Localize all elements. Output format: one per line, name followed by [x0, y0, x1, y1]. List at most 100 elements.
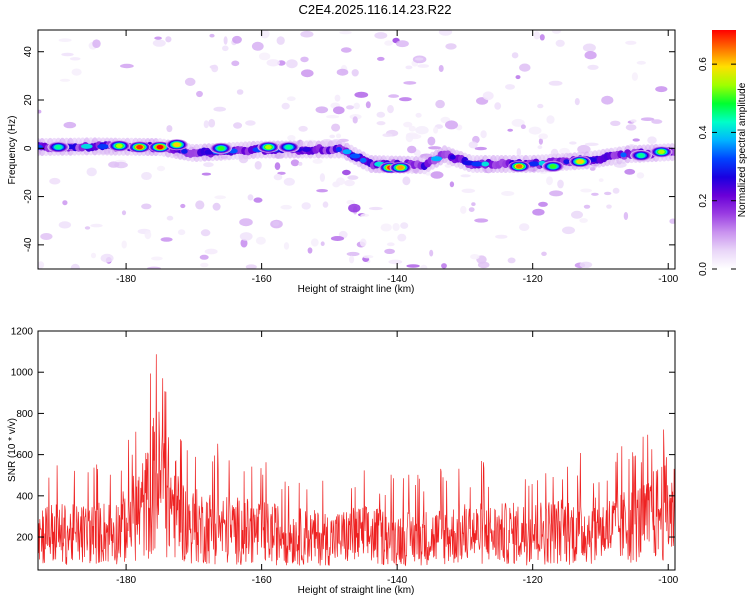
- spectrogram-cell: [223, 36, 228, 45]
- spectrogram-cell: [533, 31, 540, 40]
- spectrogram-cell: [511, 118, 525, 127]
- snr-y-tick-label: 1200: [11, 327, 34, 338]
- spectrogram-hotspot: [265, 145, 272, 150]
- spectrogram-cell: [461, 188, 476, 193]
- spectrogram-cell: [315, 106, 329, 114]
- spectrogram-ridge-bright: [620, 152, 627, 158]
- spectrogram-cell: [199, 254, 209, 260]
- spectrogram-cell: [388, 94, 400, 98]
- spectrogram-cell: [333, 106, 345, 115]
- spectrogram-cell: [300, 56, 309, 63]
- spectrogram-cell: [380, 223, 392, 232]
- colorbar-tick-label: 0.4: [698, 125, 709, 139]
- snr-y-label: SNR (10 * v/v): [7, 418, 18, 482]
- spectrogram-cell: [86, 167, 97, 177]
- spectrogram-cell: [335, 133, 342, 139]
- spectrogram-cell: [368, 206, 383, 211]
- spectrogram-cell: [408, 125, 416, 132]
- spectrogram-x-tick-label: -160: [252, 274, 272, 285]
- spectrogram-cell: [347, 175, 359, 180]
- spectrogram-cell: [154, 36, 162, 40]
- spectrogram-cell: [374, 32, 388, 39]
- spectrogram-hotspot: [173, 142, 181, 147]
- spectrogram-y-tick-label: 20: [23, 94, 34, 106]
- spectrogram-cell: [636, 60, 646, 65]
- spectrogram-cell: [320, 241, 325, 246]
- spectrogram-cell: [427, 136, 436, 146]
- spectrogram-cell: [254, 161, 262, 170]
- spectrogram-cell: [574, 98, 580, 106]
- spectrogram-cell: [322, 201, 329, 208]
- spectrogram-ridge-bright: [430, 156, 443, 162]
- spectrogram-cell: [273, 173, 283, 181]
- spectrogram-cell: [63, 121, 77, 129]
- spectrogram-cell: [272, 220, 280, 227]
- spectrogram-cell: [276, 36, 285, 45]
- spectrogram-cell: [38, 109, 42, 114]
- spectrogram-cell: [166, 215, 174, 221]
- spectrogram-cell: [301, 69, 314, 78]
- spectrogram-cell: [403, 121, 413, 128]
- spectrogram-cell: [405, 133, 414, 143]
- spectrogram-cell: [386, 242, 395, 247]
- spectrogram-ridge-bright: [301, 147, 311, 152]
- spectrogram-cell: [84, 226, 91, 230]
- spectrogram-cell: [548, 80, 563, 86]
- spectrogram-cell: [326, 115, 340, 119]
- snr-y-tick-label: 200: [16, 533, 33, 544]
- spectrogram-cell: [382, 133, 393, 138]
- spectrogram-cell: [636, 172, 645, 179]
- spectrogram-x-label: Height of straight line (km): [298, 284, 415, 295]
- spectrogram-cell: [632, 138, 640, 142]
- spectrogram-cell: [312, 158, 323, 164]
- spectrogram-cell: [236, 89, 244, 95]
- spectrogram-cell: [511, 52, 519, 59]
- spectrogram-cell: [388, 259, 403, 265]
- spectrogram-cell: [571, 210, 583, 219]
- spectrogram-cell: [147, 266, 161, 269]
- spectrogram-hotspot: [576, 159, 584, 164]
- colorbar-tick-label: 0.0: [698, 262, 709, 276]
- spectrogram-cell: [415, 112, 422, 118]
- spectrogram-cell: [346, 199, 355, 205]
- spectrogram-cell: [395, 40, 409, 48]
- spectrogram-cell: [90, 223, 103, 228]
- spectrogram-ridge-bright: [335, 147, 342, 152]
- spectrogram-cell: [604, 191, 612, 196]
- spectrogram-cell: [583, 204, 591, 209]
- spectrogram-cell: [538, 201, 548, 207]
- spectrogram-ridge-bright: [449, 154, 456, 160]
- spectrogram-cell: [549, 190, 564, 197]
- spectrogram-cell: [266, 59, 280, 67]
- spectrogram-cell: [555, 39, 565, 47]
- spectrogram-cell: [444, 163, 452, 168]
- spectrogram-cell: [392, 223, 400, 231]
- snr-y-tick-label: 400: [16, 491, 33, 502]
- spectrogram-cell: [307, 247, 313, 254]
- spectrogram-cell: [397, 233, 407, 242]
- spectrogram-cell: [519, 63, 531, 72]
- spectrogram-cell: [376, 121, 386, 126]
- spectrogram-hotspot: [156, 145, 164, 150]
- spectrogram-cell: [655, 86, 668, 93]
- spectrogram-cell: [551, 30, 562, 34]
- spectrogram-cell: [316, 189, 328, 193]
- snr-x-label: Height of straight line (km): [298, 585, 415, 596]
- spectrogram-cell: [336, 177, 345, 186]
- spectrogram-ridge-bright: [471, 161, 483, 167]
- spectrogram-cell: [495, 234, 508, 239]
- spectrogram-cell: [346, 251, 360, 257]
- spectrogram-cell: [384, 248, 395, 254]
- spectrogram-cell: [245, 120, 256, 126]
- spectrogram-cell: [352, 116, 358, 124]
- spectrogram-cell: [376, 111, 386, 118]
- spectrogram-cell: [449, 181, 455, 188]
- spectrogram-cell: [362, 255, 374, 259]
- spectrogram-cell: [601, 95, 614, 105]
- spectrogram-cell: [204, 248, 218, 255]
- spectrogram-cell: [200, 229, 211, 237]
- spectrogram-cell: [160, 237, 173, 242]
- spectrogram-hotspot: [55, 145, 62, 150]
- spectrogram-hotspot: [116, 143, 123, 148]
